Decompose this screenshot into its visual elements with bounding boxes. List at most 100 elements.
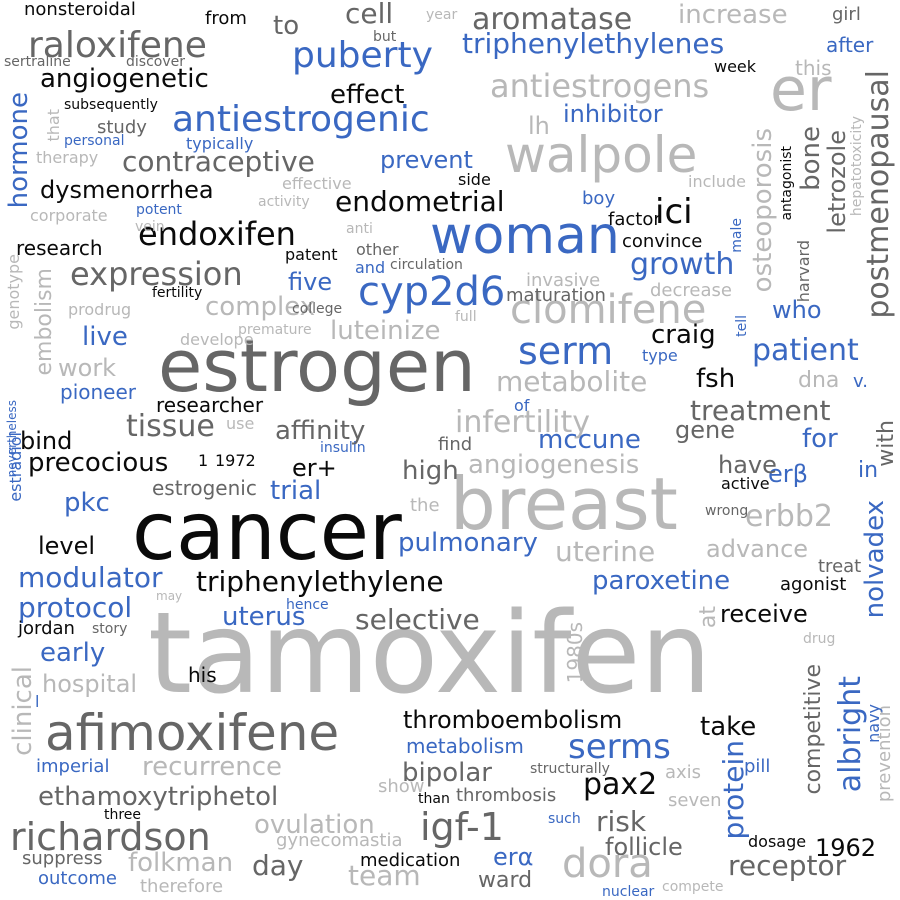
word-estrogenic: estrogenic bbox=[152, 476, 257, 500]
word-treatment: treatment bbox=[690, 394, 831, 427]
word-early: early bbox=[40, 638, 106, 668]
word-l: l bbox=[35, 692, 40, 711]
word-three: three bbox=[104, 807, 142, 823]
word-protein: protein bbox=[717, 740, 750, 840]
word-take: take bbox=[700, 712, 757, 742]
word-serm: serm bbox=[518, 329, 614, 373]
word-girl: girl bbox=[832, 4, 861, 25]
word-show: show bbox=[378, 776, 425, 797]
word-hormone: hormone bbox=[4, 92, 34, 209]
word-fertility: fertility bbox=[152, 285, 203, 301]
word-his: his bbox=[188, 663, 217, 687]
word-effect: effect bbox=[330, 80, 405, 110]
word-endoxifen: endoxifen bbox=[138, 215, 296, 253]
word-ovulation: ovulation bbox=[254, 810, 375, 840]
word-dosage: dosage bbox=[748, 832, 807, 851]
word-outcome: outcome bbox=[38, 868, 117, 889]
word-luteinize: luteinize bbox=[330, 316, 441, 346]
word-insulin: insulin bbox=[320, 440, 366, 456]
word-cancer: cancer bbox=[132, 485, 402, 578]
word-thromboembolism: thromboembolism bbox=[403, 706, 623, 734]
word-research: research bbox=[16, 236, 103, 260]
word-hepatotoxicity: hepatotoxicity bbox=[849, 116, 865, 217]
word-precocious: precocious bbox=[28, 448, 169, 478]
word-er: er bbox=[770, 55, 832, 125]
word-risk: risk bbox=[596, 805, 647, 838]
word-recurrence: recurrence bbox=[142, 752, 283, 782]
word-for: for bbox=[802, 424, 838, 454]
word-antiestrogenic: antiestrogenic bbox=[172, 99, 430, 140]
word-v: v. bbox=[853, 371, 868, 392]
word-er-3: erβ bbox=[768, 460, 808, 488]
word-pill: pill bbox=[744, 756, 771, 777]
word-pulmonary: pulmonary bbox=[398, 528, 538, 558]
word-1962: 1962 bbox=[815, 834, 877, 862]
word-osteoporosis: osteoporosis bbox=[748, 128, 778, 293]
word-prodrug: prodrug bbox=[68, 300, 132, 319]
word-infertility: infertility bbox=[455, 405, 590, 440]
word-convince: convince bbox=[622, 231, 703, 252]
word-cyp2d6: cyp2d6 bbox=[358, 269, 506, 315]
word-dysmenorrhea: dysmenorrhea bbox=[40, 176, 214, 204]
word-develope: develope bbox=[180, 330, 254, 349]
word-ethamoxytriphetol: ethamoxytriphetol bbox=[38, 782, 279, 812]
word-college: college bbox=[292, 301, 343, 317]
word-therefore: therefore bbox=[140, 876, 224, 897]
word-folkman: folkman bbox=[128, 848, 234, 878]
word-five: five bbox=[288, 268, 333, 296]
word-bipolar: bipolar bbox=[402, 758, 492, 788]
word-seven: seven bbox=[668, 790, 722, 811]
word-full: full bbox=[455, 309, 477, 325]
word-nonsteroidal: nonsteroidal bbox=[24, 0, 136, 20]
word-woman: woman bbox=[430, 206, 620, 266]
word-hence: hence bbox=[286, 597, 329, 613]
word-week: week bbox=[714, 57, 757, 76]
word-type: type bbox=[642, 346, 678, 365]
word-use: use bbox=[226, 414, 255, 433]
word-pax2: pax2 bbox=[583, 767, 658, 802]
word-compete: compete bbox=[662, 879, 724, 895]
word-axis: axis bbox=[665, 762, 702, 783]
word-story: story bbox=[92, 621, 128, 637]
word-gynecomastia: gynecomastia bbox=[276, 830, 403, 851]
word-include: include bbox=[688, 172, 746, 191]
word-wrong: wrong bbox=[705, 503, 749, 519]
word-prevent: prevent bbox=[380, 146, 473, 174]
word-tell: tell bbox=[734, 315, 750, 337]
word-the: the bbox=[410, 495, 440, 516]
word-imperial: imperial bbox=[36, 756, 110, 777]
word-follicle: follicle bbox=[605, 833, 683, 861]
word-day: day bbox=[252, 849, 304, 882]
word-active: active bbox=[721, 474, 770, 493]
word-complex: complex bbox=[205, 292, 316, 322]
word-sertraline: sertraline bbox=[4, 54, 71, 70]
word-craig: craig bbox=[651, 320, 716, 350]
word-angiogenesis: angiogenesis bbox=[468, 450, 640, 480]
word-1972: 1972 bbox=[215, 451, 256, 470]
word-to: to bbox=[273, 11, 300, 41]
word-structurally: structurally bbox=[530, 761, 610, 777]
word-patient: patient bbox=[752, 333, 859, 368]
word-pkc: pkc bbox=[64, 488, 110, 518]
word-bone: bone bbox=[796, 126, 826, 191]
word-but: but bbox=[373, 29, 397, 45]
word-subsequently: subsequently bbox=[64, 97, 158, 113]
word-inhibitor: inhibitor bbox=[563, 100, 663, 128]
word-dora: dora bbox=[562, 841, 653, 887]
word-therapy: therapy bbox=[36, 148, 99, 167]
word-suppress: suppress bbox=[22, 848, 103, 869]
word-erbb2: erbb2 bbox=[745, 499, 833, 534]
word-researcher: researcher bbox=[156, 393, 264, 417]
word-antiestrogens: antiestrogens bbox=[490, 67, 710, 105]
word-advance: advance bbox=[706, 535, 809, 563]
word-ici: ici bbox=[655, 192, 693, 232]
word-this: this bbox=[795, 56, 832, 80]
word-serms: serms bbox=[568, 727, 671, 767]
word-after: after bbox=[826, 33, 874, 57]
word-estrogen: estrogen bbox=[158, 324, 476, 408]
word-maturation: maturation bbox=[506, 285, 606, 306]
word-gene: gene bbox=[675, 416, 735, 444]
word-cell: cell bbox=[345, 0, 394, 30]
word-postmenopausal: postmenopausal bbox=[861, 70, 896, 319]
